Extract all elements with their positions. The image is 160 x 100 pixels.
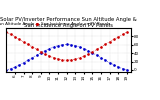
Title: Solar PV/Inverter Performance Sun Altitude Angle & Sun Incidence Angle on PV Pan: Solar PV/Inverter Performance Sun Altitu…	[0, 17, 137, 28]
Legend: Sun Altitude Angle, Sun Incidence Angle on PV Panels: Sun Altitude Angle, Sun Incidence Angle …	[0, 20, 112, 28]
